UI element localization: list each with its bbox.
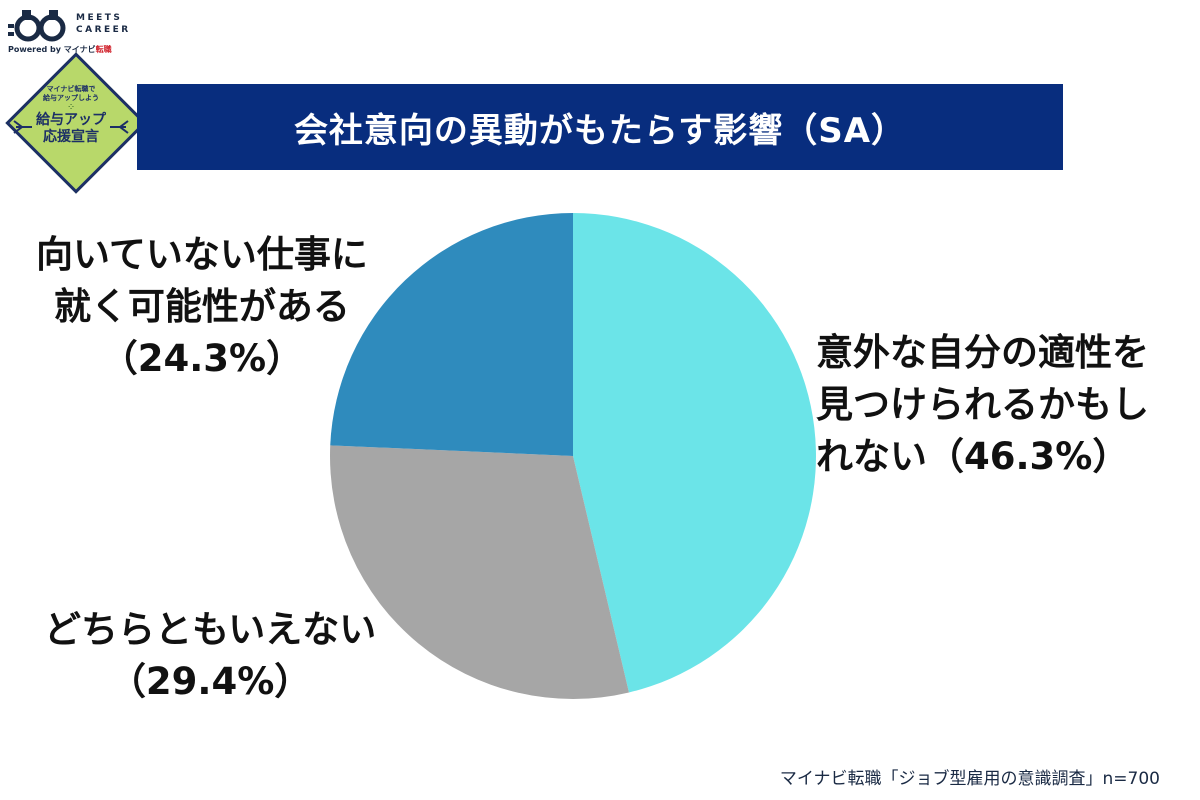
pie-slice-discover-aptitude [573,213,816,693]
salary-up-badge: マイナビ転職で 給与アップしよう ⁘ 給与アップ 応援宣言 [4,52,147,195]
chart-title: 会社意向の異動がもたらす影響（SA） [293,110,907,151]
slice-label-unsuitable-job: 向いていない仕事に 就く可能性がある （24.3%） [36,233,368,380]
meets-career-logo: MEETS CAREER Powered by マイナビ転職 [8,6,158,56]
logo-wordmark: MEETS CAREER [76,13,131,35]
badge-text: マイナビ転職で 給与アップしよう ⁘ 給与アップ 応援宣言 [36,85,106,145]
powered-by-text: Powered by マイナビ転職 [8,45,112,54]
title-banner: 会社意向の異動がもたらす影響（SA） [137,84,1063,170]
slice-label-discover-aptitude: 意外な自分の適性を 見つけられるかもし れない（46.3%） [816,331,1149,478]
source-note: マイナビ転職「ジョブ型雇用の意識調査」n=700 [779,769,1160,789]
slice-label-neither: どちらともいえない （29.4%） [44,608,377,703]
binoculars-logo-icon [8,10,66,42]
badge-arrow-lines-icon [13,120,129,134]
